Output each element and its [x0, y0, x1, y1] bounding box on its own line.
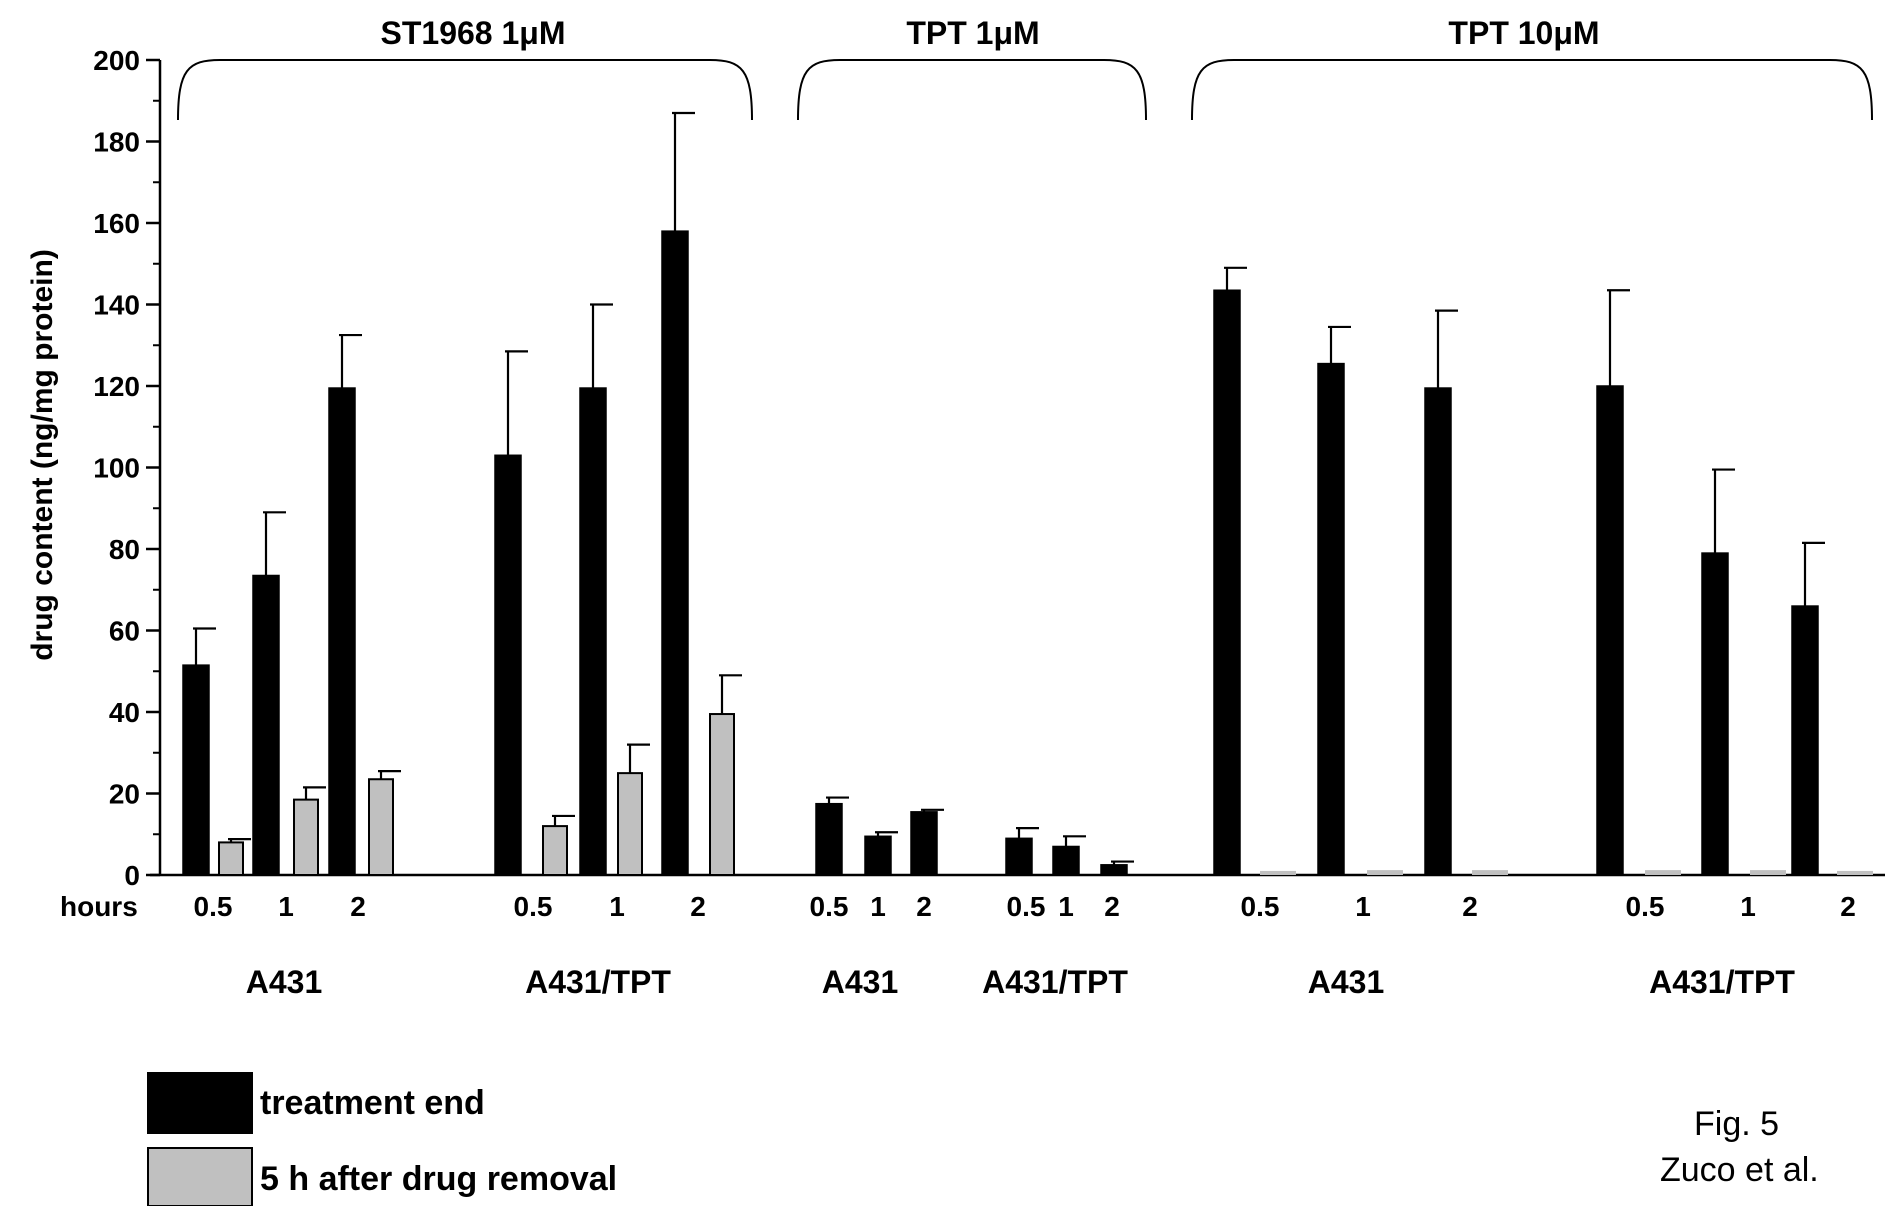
bar-after-removal	[1472, 870, 1508, 875]
treatment-brackets: ST1968 1μM TPT 1μM TPT 10μM	[177, 15, 1873, 121]
hour-tick-label: 1	[870, 891, 886, 922]
bar-after-removal	[293, 798, 319, 876]
y-tick-label: 60	[109, 616, 140, 647]
treatment-bracket	[1191, 59, 1873, 121]
legend-swatch-after-removal	[147, 1147, 253, 1206]
bar-treatment-end	[1596, 385, 1624, 876]
hour-tick-label: 1	[278, 891, 294, 922]
legend-label-after-removal: 5 h after drug removal	[260, 1160, 617, 1198]
bar-treatment-end	[1791, 605, 1819, 876]
bar-after-removal	[542, 825, 568, 876]
y-tick-label: 200	[93, 45, 140, 76]
bar-after-removal	[1367, 870, 1403, 875]
treatment-title: TPT 1μM	[906, 15, 1039, 51]
figure-authors: Zuco et al.	[1660, 1151, 1819, 1189]
bar-treatment-end	[864, 835, 892, 876]
cell-line-label: A431	[822, 964, 899, 1000]
bar-treatment-end	[328, 387, 356, 876]
legend: treatment end 5 h after drug removal	[147, 1072, 617, 1206]
legend-swatch-treatment-end	[147, 1072, 253, 1134]
cell-line-label: A431	[246, 964, 323, 1000]
cell-line-label: A431/TPT	[982, 964, 1128, 1000]
x-axis-prefix: hours	[60, 891, 138, 922]
bar-after-removal	[1837, 870, 1873, 875]
y-tick-label: 120	[93, 371, 140, 402]
hour-tick-label: 2	[1840, 891, 1856, 922]
bar-treatment-end	[579, 387, 607, 876]
hour-tick-label: 0.5	[1626, 891, 1665, 922]
y-tick-label: 100	[93, 453, 140, 484]
bar-after-removal	[617, 772, 643, 876]
bar-treatment-end	[1424, 387, 1452, 876]
cell-line-label: A431/TPT	[525, 964, 671, 1000]
legend-label-treatment-end: treatment end	[260, 1084, 485, 1122]
bar-treatment-end	[1100, 864, 1128, 876]
figure-number: Fig. 5	[1694, 1105, 1779, 1143]
bar-treatment-end	[1701, 552, 1729, 876]
bar-treatment-end	[182, 664, 210, 876]
bar-treatment-end	[661, 230, 689, 876]
hour-tick-label: 2	[350, 891, 366, 922]
bar-after-removal	[709, 713, 735, 876]
treatment-title: ST1968 1μM	[381, 15, 566, 51]
bar-treatment-end	[494, 454, 522, 876]
cell-line-label: A431/TPT	[1649, 964, 1795, 1000]
bar-after-removal	[1260, 870, 1296, 875]
bar-after-removal	[218, 841, 244, 877]
bar-after-removal	[1645, 870, 1681, 875]
cell-line-label: A431	[1308, 964, 1385, 1000]
hour-tick-label: 0.5	[1007, 891, 1046, 922]
bar-treatment-end	[815, 802, 843, 876]
hour-tick-label: 0.5	[1241, 891, 1280, 922]
hour-tick-label: 2	[1104, 891, 1120, 922]
hour-tick-label: 0.5	[514, 891, 553, 922]
hour-tick-label: 1	[609, 891, 625, 922]
y-tick-label: 180	[93, 127, 140, 158]
hour-tick-label: 1	[1355, 891, 1371, 922]
hour-tick-label: 0.5	[194, 891, 233, 922]
hour-tick-label: 2	[1462, 891, 1478, 922]
bar-treatment-end	[910, 811, 938, 876]
bar-after-removal	[368, 778, 394, 876]
bar-treatment-end	[1213, 289, 1241, 876]
axes: 0 20 40 60 80 100 120 140 160 180 200 drug content …	[26, 45, 1885, 891]
y-axis-label: drug content (ng/mg protein)	[26, 249, 59, 661]
y-tick-label: 20	[109, 779, 140, 810]
y-tick-label: 140	[93, 290, 140, 321]
hour-tick-label: 0.5	[810, 891, 849, 922]
treatment-title: TPT 10μM	[1448, 15, 1599, 51]
treatment-bracket	[177, 59, 753, 121]
bar-treatment-end	[1005, 837, 1033, 876]
bar-treatment-end	[252, 574, 280, 876]
hour-tick-label: 2	[690, 891, 706, 922]
hour-tick-label: 1	[1058, 891, 1074, 922]
bars	[182, 111, 1873, 877]
y-tick-label: 160	[93, 208, 140, 239]
hour-tick-label: 2	[916, 891, 932, 922]
figure-annotation: Fig. 5 Zuco et al.	[1660, 1105, 1819, 1189]
bar-after-removal	[1750, 870, 1786, 875]
hour-tick-label: 1	[1740, 891, 1756, 922]
bar-treatment-end	[1317, 362, 1345, 876]
y-tick-label: 40	[109, 697, 140, 728]
bar-treatment-end	[1052, 845, 1080, 876]
y-tick-label: 0	[124, 860, 140, 891]
treatment-bracket	[797, 59, 1147, 121]
y-tick-label: 80	[109, 534, 140, 565]
